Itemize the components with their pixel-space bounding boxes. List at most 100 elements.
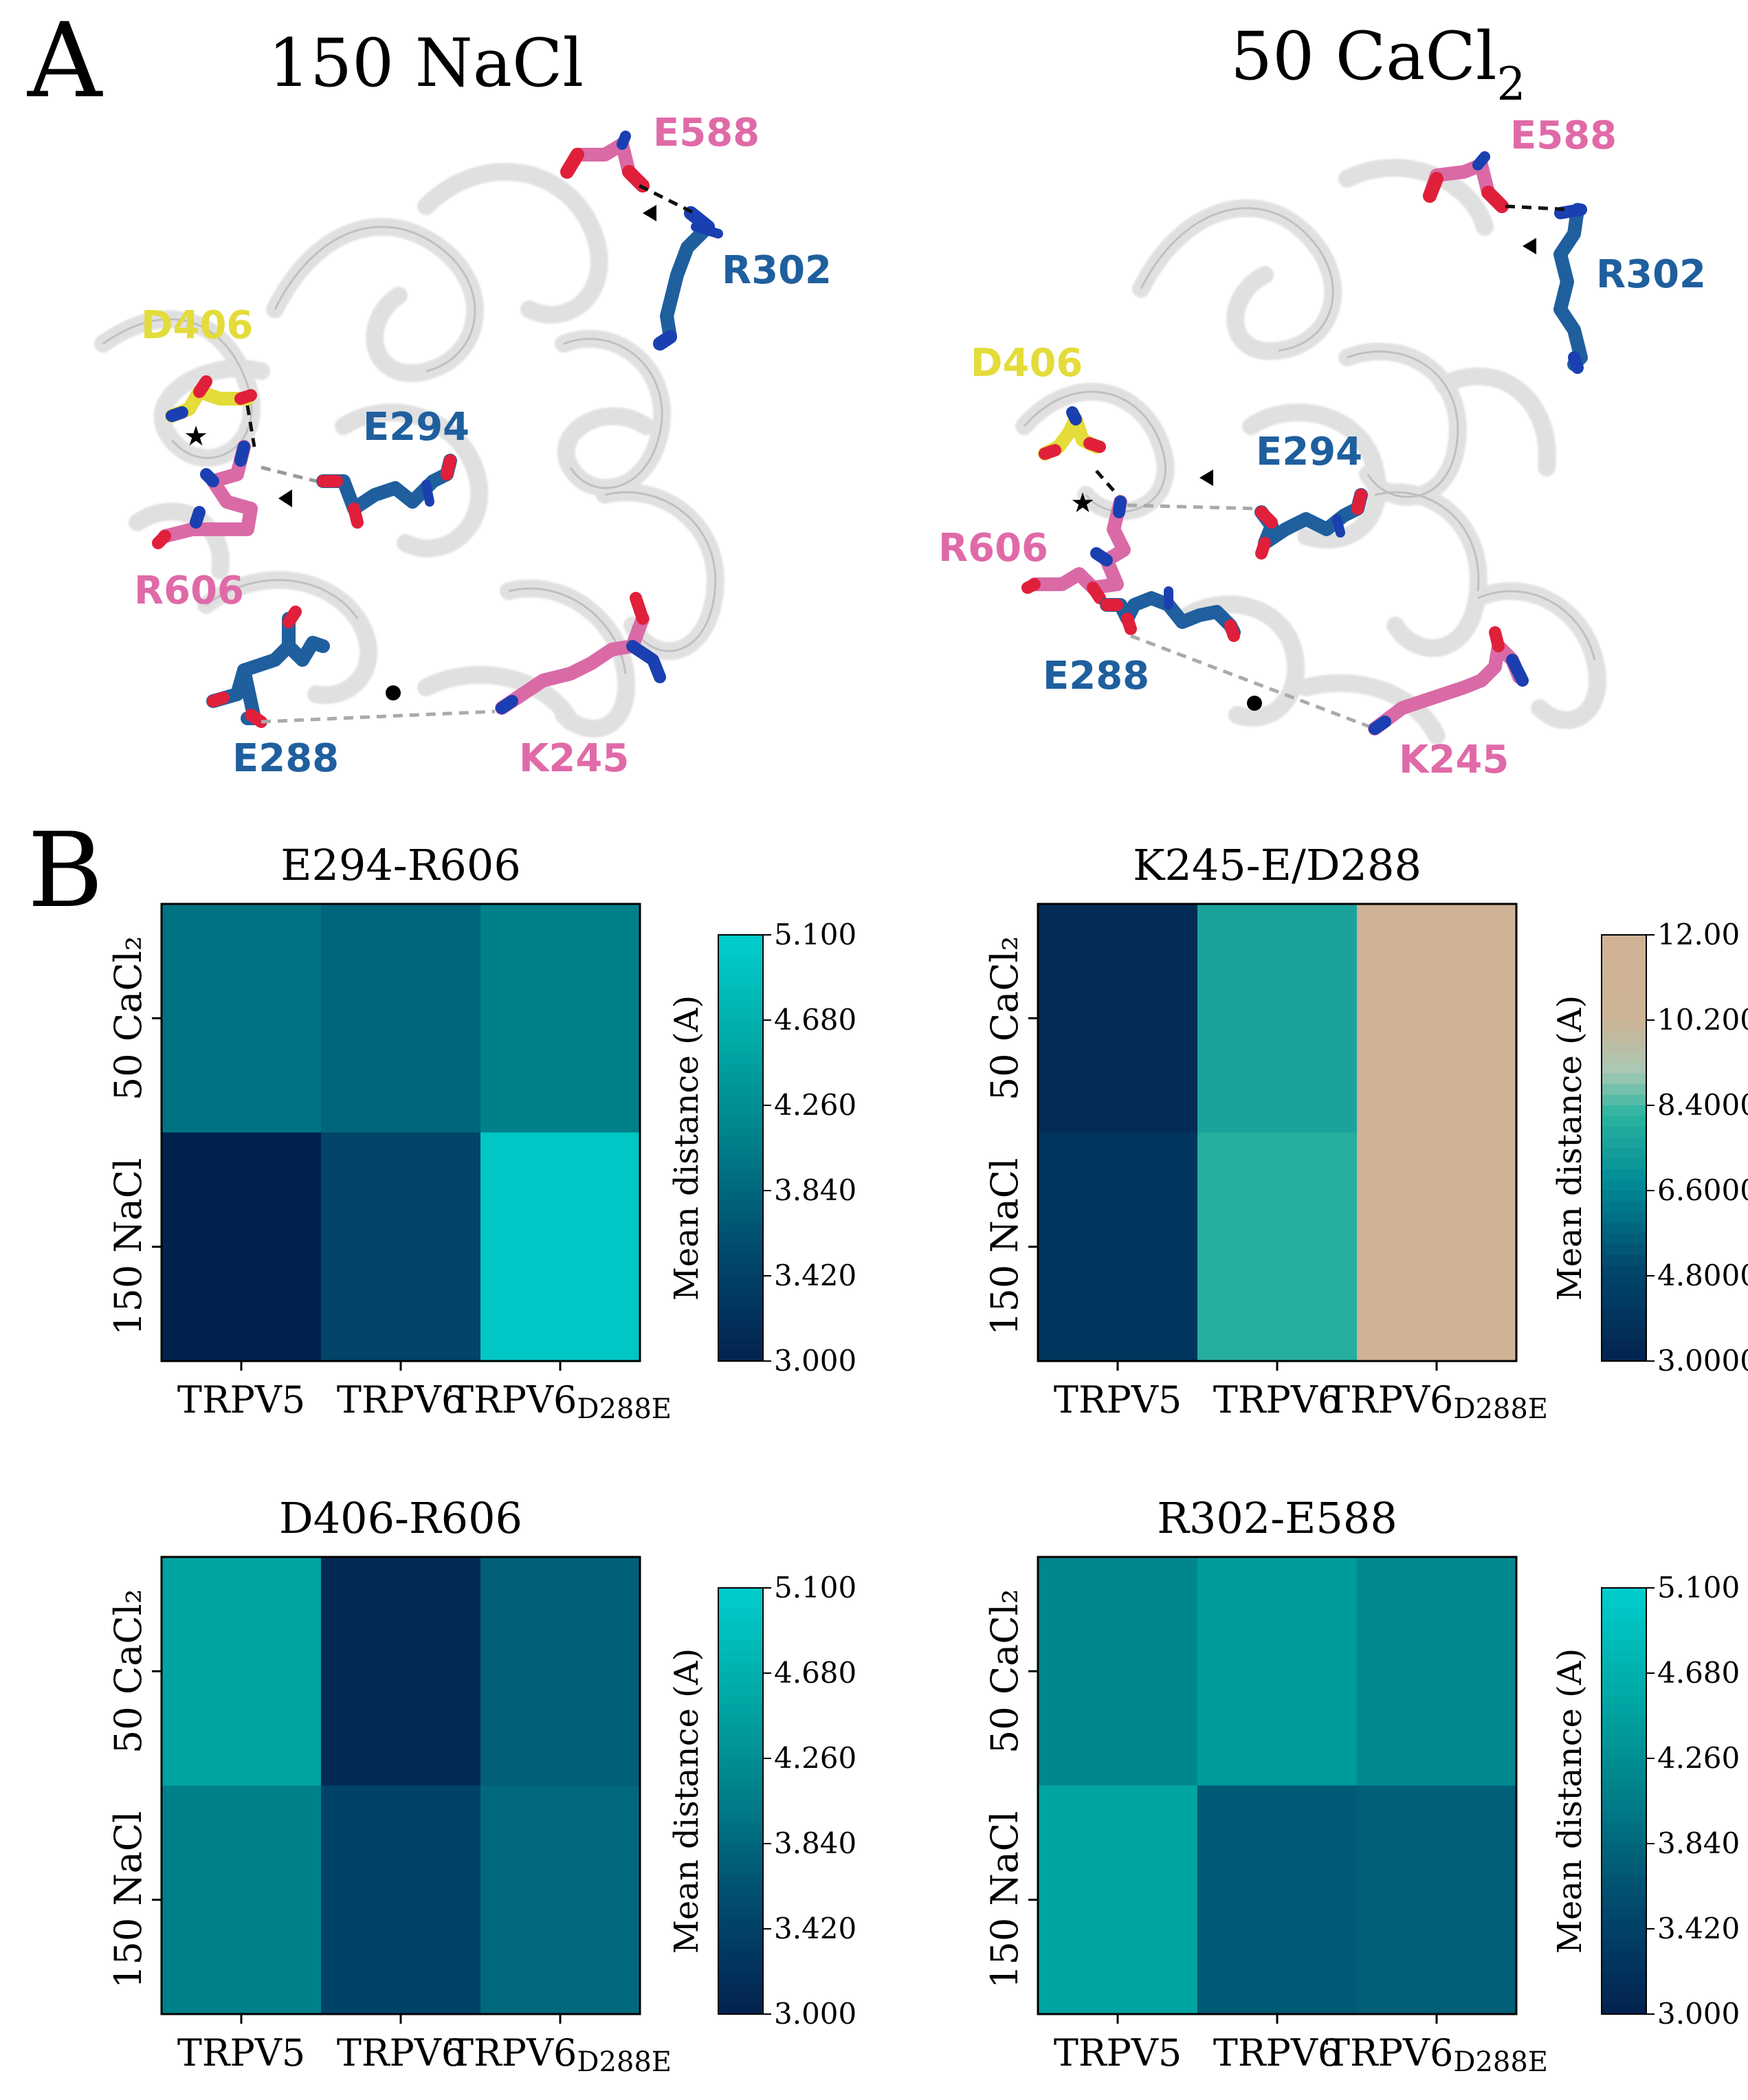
right-label-e294: E294 [1256, 430, 1362, 474]
left-d406-residue [165, 375, 257, 423]
y-tick-label: 50 CaCl₂ [983, 1589, 1026, 1754]
heatmap-cell [162, 1785, 322, 2015]
y-tick-label: 150 NaCl [107, 1158, 150, 1336]
colorbar-segment [718, 988, 763, 999]
x-tick-label: TRPV6D288E [1325, 1378, 1548, 1425]
left-e294-residue [316, 454, 457, 529]
left-d406-r606-hbond [245, 405, 256, 447]
right-structure-title: 50 CaCl2 [1230, 18, 1526, 111]
heatmap-cell [1197, 904, 1358, 1133]
colorbar-segment [1602, 1982, 1646, 1993]
colorbar-segment [718, 1939, 763, 1951]
right-r606-residue [1021, 495, 1131, 604]
colorbar-tick-label: 3.840 [774, 1826, 856, 1860]
left-label-e588: E588 [653, 111, 760, 155]
colorbar-tick-label: 4.680 [774, 1656, 856, 1690]
colorbar-segment [718, 1180, 763, 1191]
colorbar-segment [718, 1662, 763, 1674]
colorbar-segment [718, 1993, 763, 2004]
colorbar-segment [1602, 1950, 1646, 1962]
colorbar-segment [718, 1918, 763, 1930]
panel-a-letter: A [27, 1, 103, 121]
colorbar-segment [1602, 1084, 1646, 1096]
left-k245-e288-salt-bridge [261, 709, 496, 724]
x-tick-label: TRPV5 [177, 2031, 305, 2075]
colorbar-segment [1602, 1169, 1646, 1181]
y-tick-label: 150 NaCl [983, 1158, 1026, 1336]
heatmap-cell [1038, 1785, 1198, 2015]
colorbar-segment [1602, 1009, 1646, 1021]
x-tick-label: TRPV6 [1213, 2031, 1341, 2075]
colorbar-tick-label: 3.0000 [1657, 1344, 1748, 1378]
colorbar-tick-label: 4.680 [774, 1003, 856, 1037]
colorbar-segment [1602, 1265, 1646, 1276]
left-label-e294: E294 [363, 405, 469, 450]
colorbar-segment [718, 1908, 763, 1919]
colorbar-segment [718, 1255, 763, 1266]
right-r302-residue [1553, 203, 1588, 374]
colorbar-segment [718, 966, 763, 978]
right-title-subscript: 2 [1497, 58, 1526, 111]
colorbar-segment [718, 1652, 763, 1664]
heatmap-cell [162, 1132, 322, 1362]
colorbar-segment [1602, 1641, 1646, 1653]
colorbar-segment [718, 1780, 763, 1791]
colorbar-segment [1602, 1897, 1646, 1908]
colorbar-segment [1602, 1780, 1646, 1791]
colorbar-segment [1602, 1833, 1646, 1844]
heatmap-cell [1038, 1132, 1198, 1362]
colorbar-tick-label: 4.260 [774, 1088, 856, 1122]
y-tick-label: 50 CaCl₂ [983, 936, 1026, 1101]
right-d406-residue [1038, 406, 1106, 461]
y-tick-label: 50 CaCl₂ [107, 936, 150, 1101]
right-e294-residue [1254, 488, 1368, 560]
left-label-k245: K245 [519, 736, 629, 781]
colorbar-tick-label: 4.8000 [1657, 1259, 1748, 1292]
colorbar-segment [718, 1886, 763, 1898]
colorbar-segment [718, 1297, 763, 1309]
colorbar-segment [718, 1683, 763, 1695]
colorbar-frame [718, 1587, 764, 2015]
colorbar-segment [718, 945, 763, 957]
y-tick-label: 150 NaCl [107, 1811, 150, 1989]
colorbar-segment [1602, 1127, 1646, 1138]
colorbar-tick-label: 3.420 [1657, 1912, 1740, 1945]
colorbar-segment [1602, 1939, 1646, 1951]
colorbar-segment [1602, 1073, 1646, 1085]
right-label-d406: D406 [971, 341, 1083, 386]
colorbar-segment [718, 999, 763, 1010]
colorbar-segment [1602, 1158, 1646, 1170]
right-e294-r606-hbond [1127, 503, 1259, 511]
colorbar-segment [718, 1801, 763, 1813]
colorbar-segment [718, 1705, 763, 1716]
left-label-r302: R302 [722, 248, 832, 293]
heatmap-cell [1197, 1557, 1358, 1786]
colorbar-segment [718, 1158, 763, 1170]
colorbar-segment [718, 1052, 763, 1063]
colorbar-frame [1601, 1587, 1647, 2015]
colorbar-segment [718, 1041, 763, 1053]
colorbar-segment [718, 1950, 763, 1962]
heatmap-cell [480, 1557, 641, 1786]
colorbar-segment [718, 1982, 763, 1993]
colorbar-tick-label: 5.100 [1657, 1571, 1740, 1604]
colorbar-segment [1602, 1652, 1646, 1664]
colorbar-segment [1602, 1350, 1646, 1362]
left-e288-residue [206, 606, 330, 728]
left-d406-star: ★ [184, 421, 208, 452]
left-e294-r606-marker [278, 489, 292, 507]
x-tick-label: TRPV6 [337, 1378, 465, 1422]
colorbar-label: Mean distance (A) [1551, 995, 1589, 1301]
heatmap-cell [1357, 1132, 1517, 1362]
colorbar-segment [718, 2003, 763, 2015]
colorbar-segment [718, 1833, 763, 1844]
colorbar-tick-label: 6.6000 [1657, 1173, 1748, 1207]
right-protein-structure: ★ [938, 113, 1706, 782]
colorbar-segment [1602, 966, 1646, 978]
colorbar-segment [1602, 1886, 1646, 1898]
colorbar-segment [718, 1307, 763, 1319]
colorbar-segment [1602, 1030, 1646, 1042]
colorbar-segment [718, 1726, 763, 1738]
colorbar-tick-label: 3.840 [1657, 1826, 1740, 1860]
right-label-r302: R302 [1596, 252, 1706, 297]
